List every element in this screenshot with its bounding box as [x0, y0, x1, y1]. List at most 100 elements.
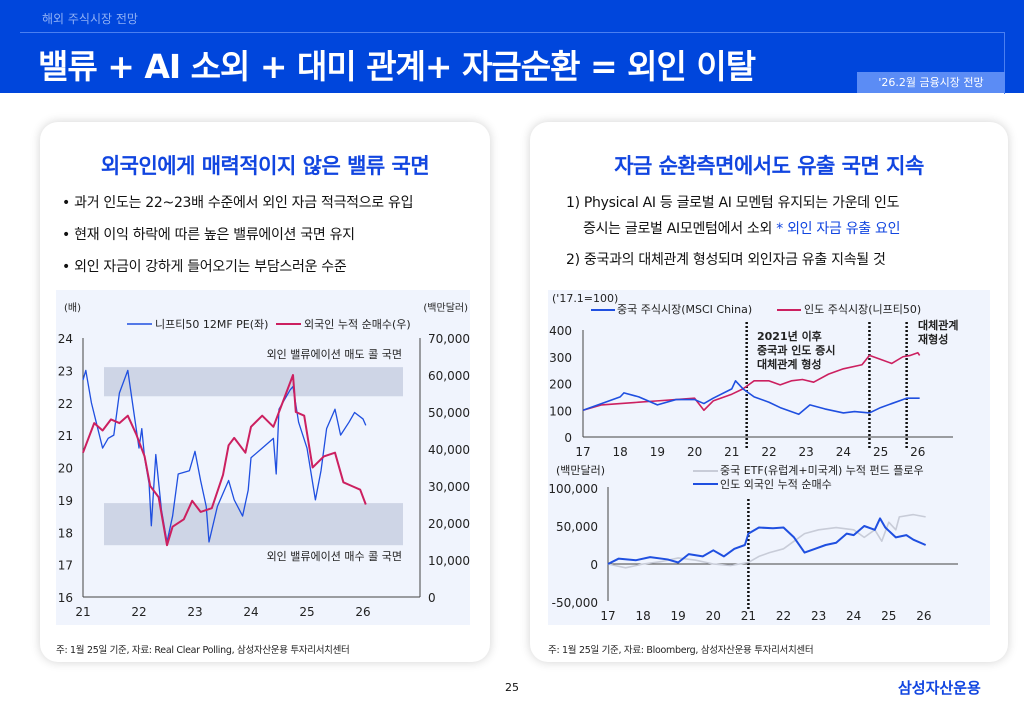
series-pe-line — [82, 369, 367, 543]
legend-india-flow: 인도 외국인 누적 순매수 — [720, 478, 832, 491]
y-tick-left: 18 — [58, 526, 73, 540]
legend-china: 중국 주식시장(MSCI China) — [617, 303, 752, 316]
valuation-band — [104, 503, 403, 546]
x-tick: 17 — [575, 445, 590, 459]
y-tick-left: 20 — [58, 462, 73, 476]
y-tick: 100,000 — [548, 482, 598, 496]
band-label-buy: 외인 밸류에이션 매수 콜 국면 — [267, 550, 402, 563]
y-tick-left: 16 — [58, 591, 73, 605]
x-tick: 26 — [910, 445, 925, 459]
legend-china-etf: 중국 ETF(유럽계+미국계) 누적 펀드 플로우 — [720, 463, 924, 477]
series-india-line — [582, 351, 921, 412]
y-tick-right: 70,000 — [428, 332, 470, 346]
right-footnote: 주: 1월 25일 기준, 자료: Bloomberg, 삼성자산운용 투자리서… — [548, 645, 814, 656]
point-1-text: 증시는 글로벌 AI모멘텀에서 소외 — [583, 221, 777, 237]
x-tick: 19 — [650, 445, 665, 459]
x-tick: 22 — [776, 609, 791, 623]
x-tick: 24 — [243, 605, 258, 619]
valuation-band — [104, 367, 403, 397]
header-divider — [20, 32, 1005, 94]
bullet: • 현재 이익 하락에 따른 높은 밸류에이션 국면 유지 — [62, 227, 355, 243]
x-tick: 26 — [355, 605, 370, 619]
right-chart-panel — [548, 290, 990, 625]
y-tick-left: 23 — [58, 364, 73, 378]
x-tick: 24 — [846, 609, 861, 623]
bullet: • 과거 인도는 22~23배 수준에서 외인 자금 적극적으로 유입 — [62, 195, 414, 211]
index-unit: ('17.1=100) — [552, 292, 618, 305]
band-label-sell: 외인 밸류에이션 매도 콜 국면 — [267, 348, 402, 361]
y-tick: 0 — [564, 431, 572, 445]
x-tick: 20 — [706, 609, 721, 623]
x-tick: 17 — [600, 609, 615, 623]
annotation: 대체관계 — [918, 318, 958, 332]
point-2: 2) 중국과의 대체관계 형성되며 외인자금 유출 지속될 것 — [566, 252, 886, 268]
x-tick: 23 — [799, 445, 814, 459]
x-tick: 21 — [741, 609, 756, 623]
x-tick: 26 — [916, 609, 931, 623]
y-tick: 50,000 — [556, 520, 598, 534]
y-tick-right: 20,000 — [428, 517, 470, 531]
section-label: 해외 주식시장 전망 — [42, 12, 138, 26]
y-tick-left: 19 — [58, 494, 73, 508]
y-tick-left: 22 — [58, 397, 73, 411]
x-tick: 25 — [881, 609, 896, 623]
outflow-note: * 외인 자금 유출 요인 — [776, 221, 901, 237]
unit-label: (백만달러) — [556, 464, 605, 477]
y-tick-left: 17 — [58, 559, 73, 573]
header-bar: 해외 주식시장 전망 밸류 + AI 소외 + 대미 관계+ 자금순환 = 외인… — [0, 0, 1024, 94]
series-india-flow-line — [607, 517, 927, 565]
x-tick: 22 — [761, 445, 776, 459]
x-tick: 25 — [299, 605, 314, 619]
right-heading: 자금 순환측면에서도 유출 국면 지속 — [614, 154, 924, 178]
bullet: • 외인 자금이 강하게 들어오기는 부담스러운 수준 — [62, 259, 347, 275]
legend-flow: 외국인 누적 순매수(우) — [304, 318, 411, 331]
point-1-cont: 증시는 글로벌 AI모멘텀에서 소외 * 외인 자금 유출 요인 — [583, 218, 901, 238]
legend-pe: 니프티50 12MF PE(좌) — [155, 318, 268, 331]
y-tick-right: 0 — [428, 591, 436, 605]
x-tick: 21 — [724, 445, 739, 459]
annotation: 대체관계 형성 — [757, 357, 822, 371]
y-tick-right: 60,000 — [428, 369, 470, 383]
right-unit: (백만달러) — [423, 302, 468, 314]
left-footnote: 주: 1월 25일 기준, 자료: Real Clear Polling, 삼성… — [56, 645, 350, 656]
y-tick-left: 21 — [58, 429, 73, 443]
legend-india: 인도 주식시장(니프티50) — [804, 303, 921, 316]
y-tick: -50,000 — [552, 596, 598, 610]
y-tick-right: 40,000 — [428, 443, 470, 457]
x-tick: 23 — [811, 609, 826, 623]
y-tick: 400 — [549, 324, 572, 338]
page-title: 밸류 + AI 소외 + 대미 관계+ 자금순환 = 외인 이탈 — [38, 47, 756, 86]
y-tick: 0 — [590, 558, 598, 572]
point-1: 1) Physical AI 등 글로벌 AI 모멘텀 유지되는 가운데 인도 — [566, 195, 900, 211]
x-tick: 22 — [131, 605, 146, 619]
y-tick: 100 — [549, 404, 572, 418]
right-card: 자금 순환측면에서도 유출 국면 지속 1) Physical AI 등 글로벌… — [530, 122, 1008, 662]
page-number: 25 — [505, 681, 519, 694]
annotation: 중국과 인도 증시 — [757, 343, 836, 357]
x-tick: 21 — [75, 605, 90, 619]
y-tick-right: 30,000 — [428, 480, 470, 494]
series-china-line — [582, 380, 920, 416]
report-badge: '26.2월 금융시장 전망 — [857, 72, 1005, 93]
y-tick-right: 10,000 — [428, 554, 470, 568]
x-tick: 23 — [187, 605, 202, 619]
x-tick: 20 — [687, 445, 702, 459]
left-heading: 외국인에게 매력적이지 않은 밸류 국면 — [100, 154, 430, 178]
y-tick: 200 — [549, 378, 572, 392]
annotation: 재형성 — [918, 332, 948, 346]
x-tick: 18 — [613, 445, 628, 459]
annotation: 2021년 이후 — [757, 329, 822, 343]
x-tick: 24 — [836, 445, 851, 459]
y-tick: 300 — [549, 351, 572, 365]
series-flow-line — [82, 374, 367, 547]
left-chart-panel — [56, 290, 470, 625]
x-tick: 18 — [635, 609, 650, 623]
x-tick: 19 — [671, 609, 686, 623]
series-china-etf-line — [607, 513, 926, 569]
left-unit: (배) — [64, 302, 81, 314]
y-tick-left: 24 — [58, 332, 73, 346]
x-tick: 25 — [873, 445, 888, 459]
company-logo: 삼성자산운용 — [898, 679, 981, 697]
y-tick-right: 50,000 — [428, 406, 470, 420]
